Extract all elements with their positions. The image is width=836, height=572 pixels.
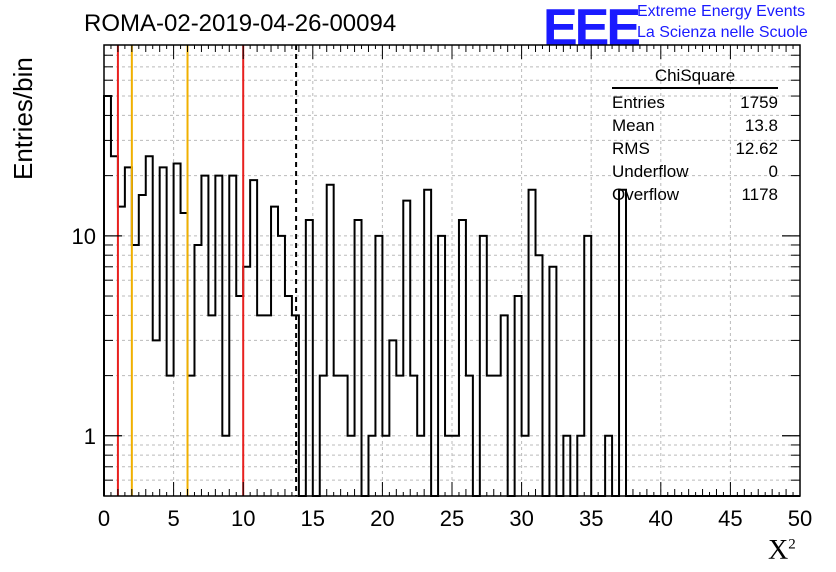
x-tick-label: 0 xyxy=(98,506,110,531)
x-tick-label: 45 xyxy=(718,506,742,531)
run-title: ROMA-02-2019-04-26-00094 xyxy=(84,10,397,37)
logo-caption-line1: Extreme Energy Events xyxy=(637,3,806,20)
stats-row-rms: RMS 12.62 xyxy=(612,137,778,160)
x-tick-label: 30 xyxy=(509,506,533,531)
x-tick-label: 25 xyxy=(440,506,464,531)
stats-label: Underflow xyxy=(612,162,689,181)
x-tick-label: 50 xyxy=(788,506,812,531)
y-tick-label: 10 xyxy=(72,224,96,249)
stats-value: 1178 xyxy=(741,185,778,204)
x-tick-label: 20 xyxy=(370,506,394,531)
logo-caption-line2: La Scienza nelle Scuole xyxy=(637,24,808,41)
x-axis-label: Χ2 xyxy=(768,535,796,566)
stats-title: ChiSquare xyxy=(612,66,778,89)
x-tick-label: 5 xyxy=(167,506,179,531)
stats-value: 1759 xyxy=(740,93,778,112)
x-tick-label: 15 xyxy=(301,506,325,531)
stats-row-overflow: Overflow 1178 xyxy=(612,183,778,206)
stats-label: Overflow xyxy=(612,185,680,204)
stats-value: 13.8 xyxy=(744,116,778,135)
x-tick-label: 35 xyxy=(579,506,603,531)
eee-logo: EEE xyxy=(543,0,641,57)
y-tick-label: 1 xyxy=(84,424,96,449)
x-tick-label: 10 xyxy=(231,506,255,531)
stats-label: RMS xyxy=(612,139,650,158)
stats-row-underflow: Underflow 0 xyxy=(612,160,778,183)
stats-row-mean: Mean 13.8 xyxy=(612,114,778,137)
stats-value: 12.62 xyxy=(735,139,778,158)
x-tick-label: 40 xyxy=(649,506,673,531)
stats-label: Entries xyxy=(612,93,665,112)
stats-box: ChiSquare Entries 1759 Mean 13.8 RMS 12.… xyxy=(612,66,778,206)
stats-label: Mean xyxy=(612,116,655,135)
stats-row-entries: Entries 1759 xyxy=(612,91,778,114)
stats-value: 0 xyxy=(768,162,778,181)
